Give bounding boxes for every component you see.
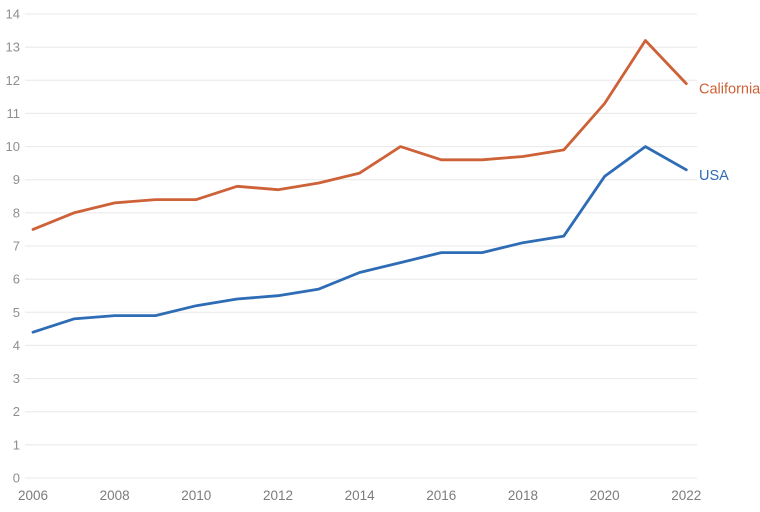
y-tick-label-9: 9 xyxy=(13,172,20,187)
y-tick-label-12: 12 xyxy=(6,73,20,88)
y-tick-label-5: 5 xyxy=(13,305,20,320)
series-label-usa: USA xyxy=(699,168,729,184)
y-tick-label-6: 6 xyxy=(13,272,20,287)
y-tick-label-10: 10 xyxy=(6,139,20,154)
x-tick-label-2006: 2006 xyxy=(18,488,48,503)
y-tick-label-8: 8 xyxy=(13,205,20,220)
x-tick-label-2018: 2018 xyxy=(508,488,538,503)
y-tick-label-0: 0 xyxy=(13,471,20,486)
y-tick-label-14: 14 xyxy=(6,7,20,22)
y-tick-label-7: 7 xyxy=(13,239,20,254)
y-tick-label-13: 13 xyxy=(6,40,20,55)
series-line-california xyxy=(31,39,688,231)
x-tick-label-2016: 2016 xyxy=(426,488,456,503)
x-tick-label-2014: 2014 xyxy=(345,488,376,503)
x-tick-label-2020: 2020 xyxy=(590,488,620,503)
y-tick-label-3: 3 xyxy=(13,371,20,386)
y-tick-label-11: 11 xyxy=(7,106,21,121)
x-tick-label-2010: 2010 xyxy=(181,488,211,503)
x-tick-label-2008: 2008 xyxy=(100,488,130,503)
y-tick-label-4: 4 xyxy=(13,338,20,353)
series-line-usa xyxy=(31,145,688,334)
x-tick-label-2012: 2012 xyxy=(263,488,293,503)
series-label-california: California xyxy=(699,82,760,98)
y-tick-label-1: 1 xyxy=(13,437,20,452)
x-tick-label-2022: 2022 xyxy=(671,488,701,503)
y-tick-label-2: 2 xyxy=(13,404,20,419)
